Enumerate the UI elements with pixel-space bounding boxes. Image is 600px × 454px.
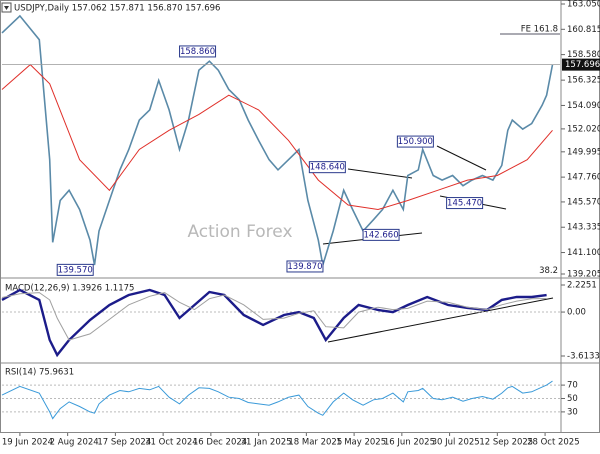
x-tick-label: 31 Oct 2024	[145, 438, 198, 448]
series-line	[1, 288, 547, 358]
price-annotation-box	[396, 135, 434, 148]
y-tick-label: 163.050	[567, 0, 600, 10]
last-price-label: 157.696	[565, 60, 600, 70]
price-annotation-box	[179, 45, 217, 58]
price-annotation-box	[56, 263, 94, 276]
x-tick-label: 1 May 2025	[336, 438, 386, 448]
y-tick-label: 149.995	[567, 147, 600, 157]
y-tick-label: -3.6133	[567, 352, 600, 362]
trendline	[436, 145, 487, 171]
trendline	[327, 297, 554, 343]
y-tick-label: 152.020	[567, 124, 600, 134]
y-tick-label: 160.815	[567, 25, 600, 35]
menu-arrow	[4, 6, 9, 10]
price-annotation-box	[362, 228, 400, 241]
series-line	[1, 63, 553, 211]
price-annotation-box	[286, 260, 324, 273]
frame	[0, 0, 600, 433]
price-annotation: 139.870	[287, 262, 322, 272]
x-tick-label: 31 Jan 2025	[241, 438, 292, 448]
y-tick-label: 30	[567, 407, 578, 417]
price-annotation: 139.570	[58, 265, 93, 275]
x-tick-label: 28 Oct 2025	[527, 438, 580, 448]
price-annotation: 148.640	[310, 163, 345, 173]
price-annotation: 142.660	[363, 230, 398, 240]
level-label: 38.2	[539, 266, 558, 276]
y-tick-label: 70	[567, 381, 578, 391]
macd-title: MACD(12,26,9) 1.3926 1.1175	[5, 284, 134, 294]
y-tick-label: 0.00	[567, 308, 586, 318]
x-tick-label: 30 Jul 2025	[432, 438, 480, 448]
x-tick-label: 16 Jun 2025	[384, 438, 435, 448]
x-tick-label: 12 Sep 2025	[479, 438, 533, 448]
level-label: FE 161.8	[521, 25, 558, 35]
rsi-title: RSI(14) 75.9631	[5, 368, 74, 378]
y-tick-label: 147.760	[567, 173, 600, 183]
price-annotation: 145.470	[447, 199, 482, 209]
y-tick-label: 141.100	[567, 248, 600, 258]
x-tick-label: 2 Aug 2024	[50, 438, 99, 448]
x-tick-label: 18 Mar 2025	[288, 438, 342, 448]
price-annotation-box	[308, 161, 346, 174]
y-tick-label: 139.205	[567, 270, 600, 280]
y-tick-label: 154.090	[567, 101, 600, 111]
y-tick-label: 156.325	[567, 76, 600, 86]
y-tick-label: 145.570	[567, 197, 600, 207]
price-annotation-box	[446, 197, 484, 210]
chart-title: USDJPY,Daily 157.062 157.871 156.870 157…	[14, 4, 220, 14]
series-line	[1, 292, 547, 341]
price-annotation: 158.860	[180, 47, 215, 57]
y-tick-label: 2.2251	[567, 281, 597, 291]
price-annotation: 150.900	[398, 137, 433, 147]
x-tick-label: 16 Dec 2024	[193, 438, 247, 448]
y-tick-label: 158.580	[567, 50, 600, 60]
y-tick-label: 143.335	[567, 223, 600, 233]
y-tick-label: 50	[567, 394, 578, 404]
x-tick-label: 19 Jun 2024	[2, 438, 53, 448]
trendline	[347, 168, 413, 179]
last-price-box	[562, 58, 600, 71]
watermark: Action Forex	[187, 222, 292, 242]
series-line	[1, 380, 553, 420]
x-tick-label: 17 Sep 2024	[97, 438, 151, 448]
